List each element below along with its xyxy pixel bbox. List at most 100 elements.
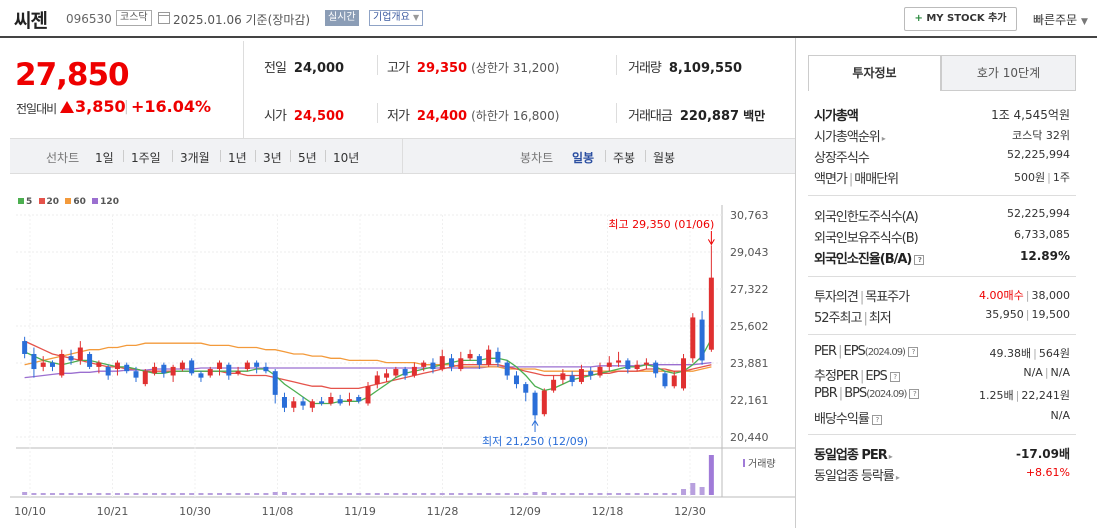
candle [161, 364, 167, 374]
info-label: 시가총액 [814, 109, 859, 124]
info-market-cap-rank[interactable]: 시가총액순위 ▸ 코스닥 32위 [814, 126, 1070, 146]
divider [325, 150, 326, 162]
volume-bar [449, 493, 455, 495]
y-tick-label: 22,161 [730, 394, 769, 407]
info-sector-rate[interactable]: 동일업종 등락률 ▸ +8.61% [814, 465, 1070, 485]
volume-value: 8,109,550 [668, 61, 743, 76]
info-52week: 52주최고 | 최저 35,950 | 19,500 [814, 307, 1070, 327]
period-1w[interactable]: 1주일 [131, 151, 161, 165]
info-value: 12.89% [1020, 249, 1070, 263]
period-1d[interactable]: 1일 [95, 151, 114, 165]
candle [59, 353, 65, 376]
candle [263, 366, 269, 372]
help-icon[interactable]: ? [889, 372, 900, 382]
info-par: 액면가 | 매매단위 500원 | 1주 [814, 168, 1070, 188]
info-per: PER | EPS(2024.09)? 49.38배 | 564원 [814, 344, 1070, 364]
volume-bar [161, 493, 167, 495]
period-1y[interactable]: 1년 [228, 151, 247, 165]
info-label: 52주최고 | 최저 [814, 311, 892, 326]
candle-daily[interactable]: 일봉 [572, 151, 595, 165]
candle [421, 362, 427, 367]
period-3y[interactable]: 3년 [263, 151, 282, 165]
candle [170, 366, 176, 376]
period-10y[interactable]: 10년 [333, 151, 360, 165]
help-icon[interactable]: ? [907, 347, 918, 357]
volume-bar [671, 493, 677, 495]
x-tick-label: 11/28 [427, 505, 459, 518]
info-value: -17.09배 [1016, 447, 1070, 461]
info-value: 500원 | 1주 [1014, 171, 1070, 184]
volume-bar [142, 493, 148, 495]
info-value: 49.38배 | 564원 [989, 347, 1070, 360]
candle [87, 353, 93, 367]
volume-bar [68, 493, 74, 495]
volume-bar [653, 493, 659, 495]
price-change-percent: +16.04% [131, 97, 212, 116]
volume-bar [198, 493, 204, 495]
info-value: 52,225,994 [1007, 148, 1070, 161]
add-mystock-button[interactable]: + MY STOCK 추가 [904, 7, 1017, 31]
calendar-icon [158, 12, 170, 24]
volume-bar [356, 493, 362, 495]
info-sector-per[interactable]: 동일업종 PER ▸ -17.09배 [814, 444, 1070, 464]
candle [300, 401, 306, 406]
candle [365, 386, 371, 404]
base-date: 2025.01.06 기준(장마감) [173, 13, 311, 27]
volume-bar [699, 487, 705, 495]
volume-bar [588, 493, 594, 495]
info-label: 동일업종 등락률 ▸ [814, 469, 900, 484]
high-value: 29,350 [416, 61, 468, 76]
help-icon[interactable]: ? [871, 415, 882, 425]
info-value: 1조 4,545억원 [991, 108, 1070, 122]
candle [532, 392, 538, 416]
candle-monthly[interactable]: 월봉 [653, 151, 676, 165]
high-price: 고가 29,350 (상한가 31,200) [387, 57, 559, 77]
candle-weekly[interactable]: 주봉 [613, 151, 636, 165]
x-tick-label: 12/18 [592, 505, 624, 518]
legend-item: 120 [92, 197, 119, 207]
info-label: 시가총액순위 ▸ [814, 130, 886, 145]
candle [244, 362, 250, 370]
min-annotation: 최저 21,250 (12/09) [482, 435, 588, 448]
help-icon[interactable]: ? [914, 255, 925, 265]
legend-item: 20 [38, 197, 59, 207]
candle [690, 317, 696, 359]
candle [105, 366, 111, 376]
volume-bar [532, 492, 538, 495]
company-overview-button[interactable]: 기업개요 ▼ [369, 10, 424, 26]
candle [439, 356, 445, 370]
volume-bar [319, 493, 325, 495]
x-tick-label: 11/19 [344, 505, 376, 518]
open-price: 시가 24,500 [264, 105, 344, 125]
stock-name: 씨젠 [14, 10, 48, 32]
info-label: 투자의견 | 목표주가 [814, 290, 910, 305]
tab-investment-info[interactable]: 투자정보 [808, 55, 941, 91]
max-annotation: 최고 29,350 (01/06) [608, 218, 714, 231]
volume-label: 거래량 [748, 458, 776, 470]
candle [374, 375, 380, 385]
quick-order-button[interactable]: 빠른주문 ▼ [1033, 11, 1088, 28]
candle [708, 277, 714, 350]
tab-orderbook[interactable]: 호가 10단계 [941, 55, 1076, 91]
candle [207, 369, 213, 376]
candle [254, 362, 260, 367]
info-value: 35,950 | 19,500 [985, 308, 1070, 321]
trade-amount: 거래대금 220,887 백만 [628, 105, 765, 125]
divider [808, 276, 1076, 277]
divider [123, 150, 124, 162]
period-3m[interactable]: 3개월 [180, 151, 210, 165]
divider [616, 103, 617, 123]
candle [346, 399, 352, 402]
volume-bar [495, 493, 501, 495]
help-icon[interactable]: ? [909, 389, 920, 399]
info-dividend: 배당수익률? N/A [814, 408, 1070, 428]
divider [645, 150, 646, 162]
candle [449, 358, 455, 367]
divider [808, 434, 1076, 435]
candlestick-chart[interactable]: 30,763 29,043 27,322 25,602 23,881 22,161 20,4… [10, 175, 795, 528]
legend-swatch [92, 198, 99, 204]
period-5y[interactable]: 5년 [298, 151, 317, 165]
realtime-badge[interactable]: 실시간 [325, 10, 359, 26]
volume-bar [421, 493, 427, 495]
legend-swatch [38, 198, 45, 204]
